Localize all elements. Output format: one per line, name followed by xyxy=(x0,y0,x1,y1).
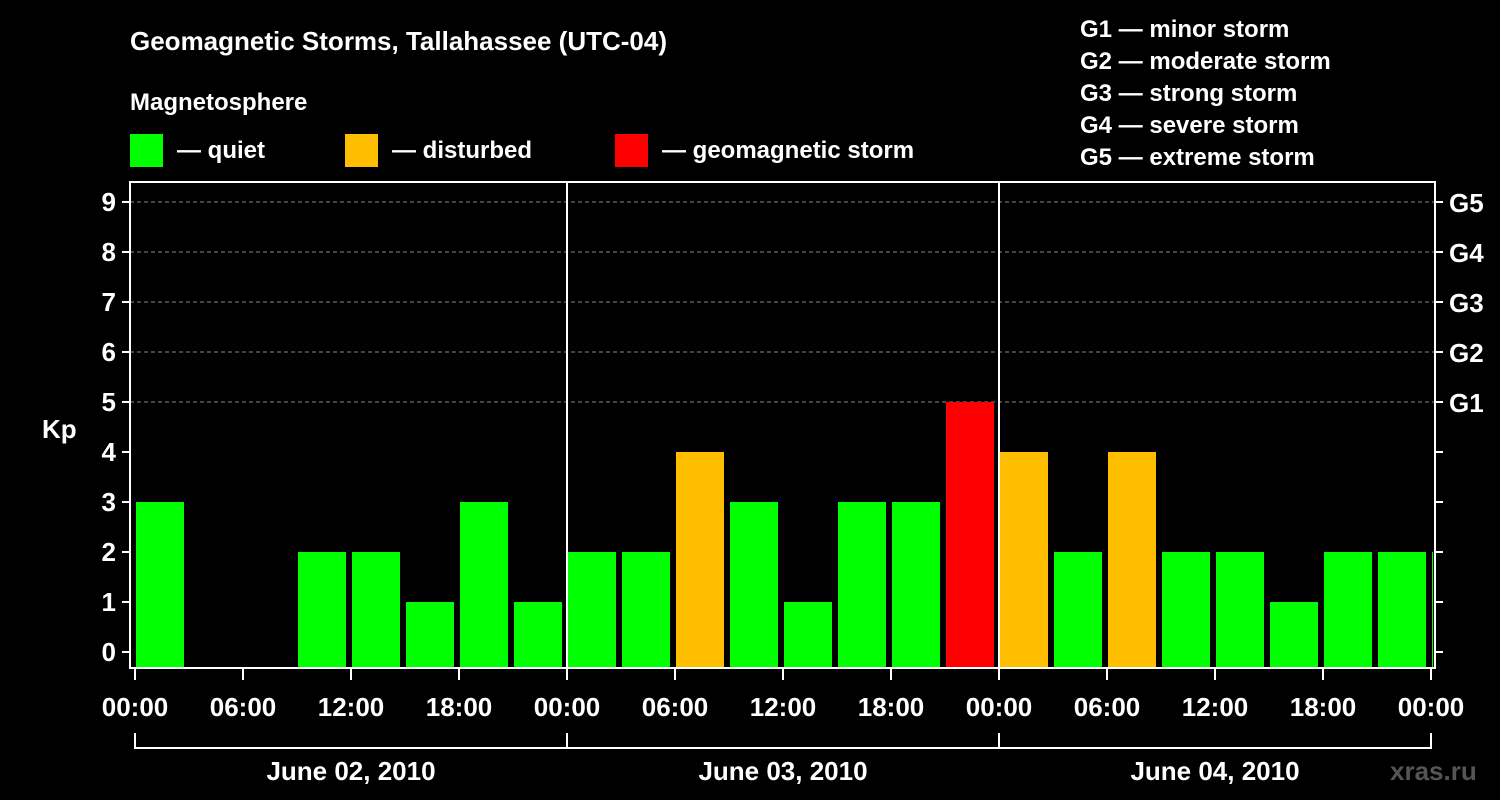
x-tick-label-5: 06:00 xyxy=(642,692,709,722)
day-label-2: June 04, 2010 xyxy=(1130,756,1299,786)
bar-17 xyxy=(1054,552,1102,668)
legend-title: Magnetosphere xyxy=(130,89,307,116)
bar-3 xyxy=(298,552,346,668)
bar-11 xyxy=(730,502,778,668)
y-tick-label-0: 0 xyxy=(102,637,116,667)
day-label-1: June 03, 2010 xyxy=(698,756,867,786)
bar-6 xyxy=(460,502,508,668)
storm-scale-list: G1 — minor storm G2 — moderate storm G3 — … xyxy=(1080,16,1331,171)
day-label-0: June 02, 2010 xyxy=(266,756,435,786)
bar-13 xyxy=(838,502,886,668)
bar-24 xyxy=(1432,552,1433,668)
chart-title: Geomagnetic Storms, Tallahassee (UTC-04) xyxy=(130,26,667,56)
storm-scale-item-4: G4 — severe storm xyxy=(1080,112,1299,139)
bar-23 xyxy=(1378,552,1426,668)
storm-scale-item-2: G2 — moderate storm xyxy=(1080,48,1331,75)
bar-20 xyxy=(1216,552,1264,668)
storm-scale-item-1: G1 — minor storm xyxy=(1080,16,1289,43)
bar-14 xyxy=(892,502,940,668)
storm-scale-item-3: G3 — strong storm xyxy=(1080,80,1297,107)
legend-swatch-2 xyxy=(615,134,648,167)
y-tick-label-4: 4 xyxy=(102,437,117,467)
x-tick-label-2: 12:00 xyxy=(318,692,385,722)
bar-10 xyxy=(676,452,724,668)
bar-21 xyxy=(1270,602,1318,668)
bar-7 xyxy=(514,602,562,668)
y-axis-label: Kp xyxy=(42,414,77,444)
plot-area: 0 1 2 3 4 5 6 7 8 9 G1 G2 G3 G4 G5 00:00 06:00 12:00 18:00… xyxy=(102,181,1484,786)
legend: — quiet — disturbed — geomagnetic storm xyxy=(130,134,914,167)
x-tick-label-0: 00:00 xyxy=(102,692,169,722)
x-tick-label-11: 18:00 xyxy=(1290,692,1357,722)
x-tick-label-3: 18:00 xyxy=(426,692,493,722)
watermark: xras.ru xyxy=(1390,756,1477,786)
bar-0 xyxy=(136,502,184,668)
bar-18 xyxy=(1108,452,1156,668)
bar-8 xyxy=(568,552,616,668)
x-tick-label-4: 00:00 xyxy=(534,692,601,722)
right-axis-label-G4: G4 xyxy=(1449,238,1484,268)
legend-swatch-1 xyxy=(345,134,378,167)
right-axis-label-G2: G2 xyxy=(1449,338,1484,368)
y-tick-label-3: 3 xyxy=(102,487,116,517)
x-tick-label-6: 12:00 xyxy=(750,692,817,722)
right-axis-label-G1: G1 xyxy=(1449,388,1484,418)
y-tick-label-1: 1 xyxy=(102,587,116,617)
bar-16 xyxy=(1000,452,1048,668)
y-tick-label-8: 8 xyxy=(102,237,116,267)
bar-12 xyxy=(784,602,832,668)
legend-swatch-0 xyxy=(130,134,163,167)
x-tick-label-10: 12:00 xyxy=(1182,692,1249,722)
x-tick-label-8: 00:00 xyxy=(966,692,1033,722)
x-tick-label-7: 18:00 xyxy=(858,692,925,722)
y-tick-label-9: 9 xyxy=(102,187,116,217)
legend-label-1: — disturbed xyxy=(392,137,532,164)
legend-label-0: — quiet xyxy=(177,137,265,164)
storm-scale-item-5: G5 — extreme storm xyxy=(1080,144,1315,171)
x-tick-label-9: 06:00 xyxy=(1074,692,1141,722)
right-axis-label-G5: G5 xyxy=(1449,188,1484,218)
bar-22 xyxy=(1324,552,1372,668)
bar-4 xyxy=(352,552,400,668)
y-tick-label-2: 2 xyxy=(102,537,116,567)
bar-15 xyxy=(946,402,994,668)
y-tick-label-7: 7 xyxy=(102,287,116,317)
x-tick-label-12: 00:00 xyxy=(1398,692,1465,722)
bar-9 xyxy=(622,552,670,668)
legend-label-2: — geomagnetic storm xyxy=(662,137,914,164)
x-tick-label-1: 06:00 xyxy=(210,692,277,722)
right-axis-label-G3: G3 xyxy=(1449,288,1484,318)
bar-5 xyxy=(406,602,454,668)
bar-19 xyxy=(1162,552,1210,668)
y-tick-label-5: 5 xyxy=(102,387,116,417)
y-tick-label-6: 6 xyxy=(102,337,116,367)
